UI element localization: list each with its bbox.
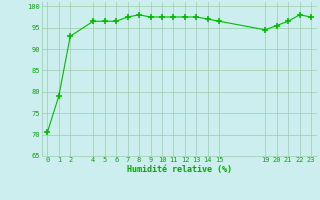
X-axis label: Humidité relative (%): Humidité relative (%): [127, 165, 232, 174]
